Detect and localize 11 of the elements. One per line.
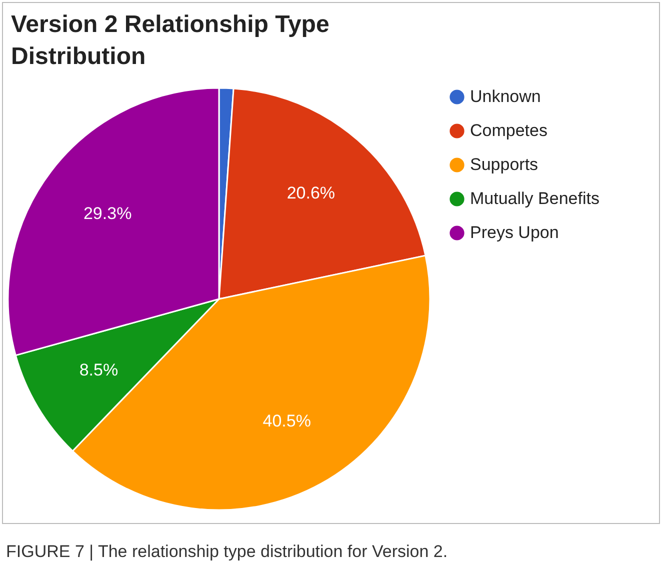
data-label: 29.3% <box>83 204 132 224</box>
legend-label: Competes <box>470 121 548 140</box>
legend-label: Mutually Benefits <box>470 189 600 208</box>
data-label: 20.6% <box>286 183 336 202</box>
chart-title: Version 2 Relationship Type Distribution <box>11 11 330 70</box>
legend-label: Supports <box>470 155 538 174</box>
legend-label: Preys Upon <box>470 223 559 242</box>
legend-label: Unknown <box>470 87 541 106</box>
data-label: 40.5% <box>262 411 311 430</box>
data-label: 8.5% <box>79 360 118 380</box>
caption: FIGURE 7 | The relationship type distribution for Version 2. <box>6 542 448 562</box>
